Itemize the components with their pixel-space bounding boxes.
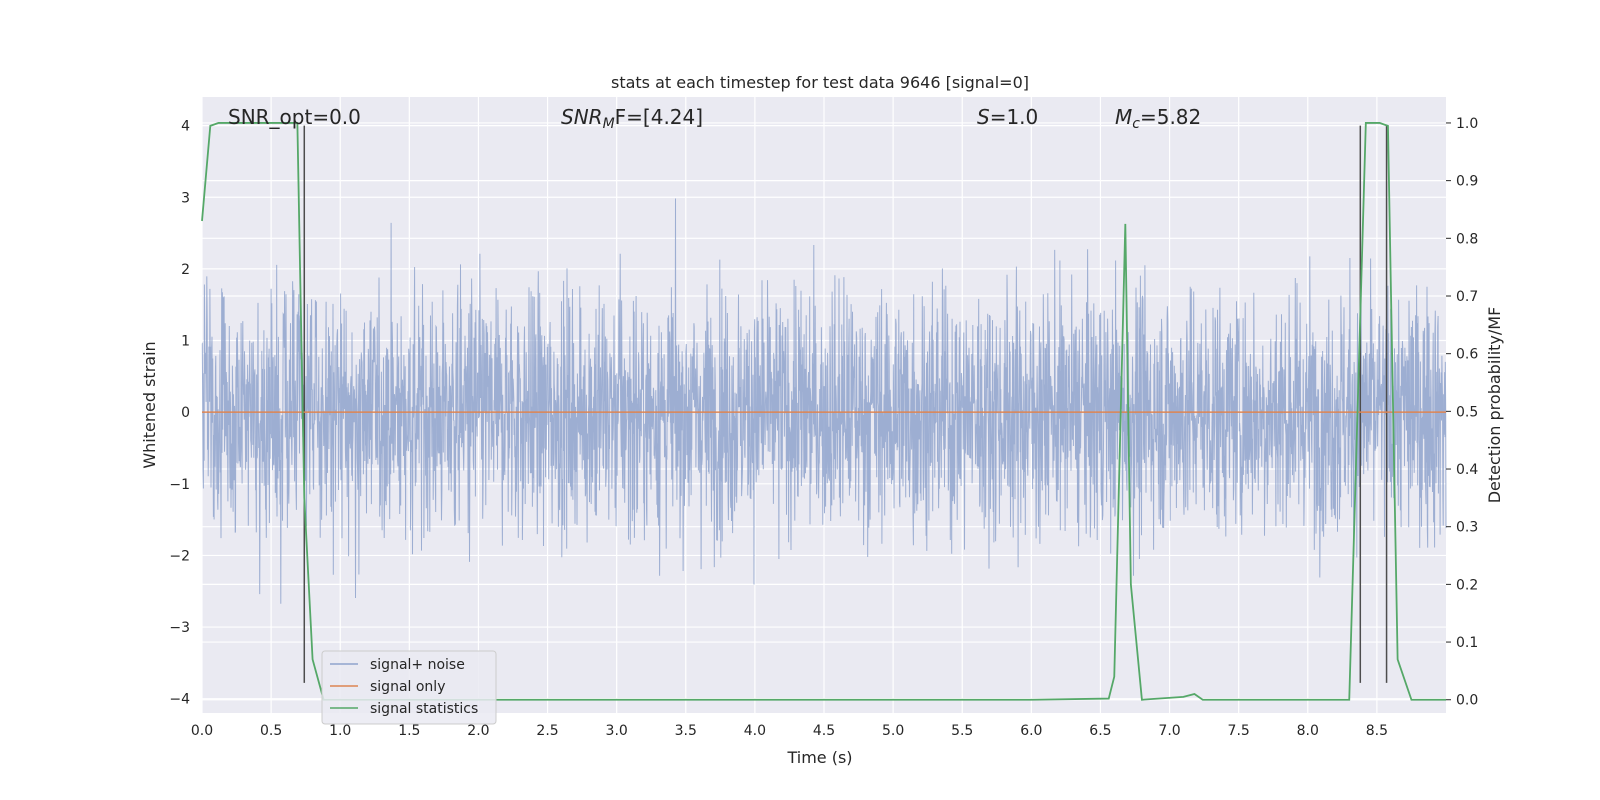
x-tick-label: 7.5 bbox=[1228, 723, 1250, 739]
y2-axis-label: Detection probability/MF bbox=[1485, 307, 1504, 504]
series-line-signal-noise bbox=[201, 198, 1447, 604]
x-tick-label: 5.5 bbox=[951, 723, 973, 739]
x-tick-label: 4.5 bbox=[813, 723, 835, 739]
mc-subscript: c bbox=[1132, 116, 1140, 132]
x-tick-label: 2.0 bbox=[467, 723, 489, 739]
series-signal-statistics bbox=[201, 122, 1446, 701]
y2-tick-label: 0.3 bbox=[1456, 520, 1478, 536]
legend: signal+ noise signal only signal statist… bbox=[321, 650, 497, 725]
y2-tick-label: 0.9 bbox=[1456, 174, 1478, 190]
y2-tick-label: 1.0 bbox=[1456, 116, 1478, 132]
y2-tick-label: 0.2 bbox=[1456, 577, 1478, 593]
legend-label-signal-noise: signal+ noise bbox=[370, 657, 465, 673]
annotation-snr-mf: SNRMF=[4.24] bbox=[561, 105, 703, 132]
legend-box bbox=[321, 650, 497, 725]
x-tick-label: 1.5 bbox=[398, 723, 420, 739]
snr-mf-symbol: SNR bbox=[561, 105, 603, 129]
series-signal-noise bbox=[201, 198, 1447, 604]
s-symbol: S bbox=[977, 105, 990, 129]
annotation-snr-opt: SNR_opt=0.0 bbox=[228, 105, 361, 129]
y2-tick-label: 0.8 bbox=[1456, 231, 1478, 247]
x-axis-label: Time (s) bbox=[786, 748, 852, 767]
y-axis-label: Whitened strain bbox=[140, 341, 159, 468]
y2-tick-label: 0.0 bbox=[1456, 693, 1478, 709]
x-tick-label: 0.0 bbox=[191, 723, 213, 739]
y-tick-label: 0 bbox=[181, 405, 190, 421]
y-tick-label: 1 bbox=[181, 334, 190, 350]
x-tick-label: 6.5 bbox=[1089, 723, 1111, 739]
mc-symbol: M bbox=[1115, 105, 1132, 129]
chart-title: stats at each timestep for test data 964… bbox=[611, 73, 1029, 92]
mc-value: =5.82 bbox=[1140, 105, 1201, 129]
y2-tick-label: 0.1 bbox=[1456, 635, 1478, 651]
y-tick-label: 4 bbox=[181, 119, 190, 135]
s-value: =1.0 bbox=[990, 105, 1039, 129]
y2-axis-ticks: 0.0 0.1 0.2 0.3 0.4 0.5 0.6 0.7 0.8 0.9 1.0 bbox=[1446, 116, 1478, 709]
y-tick-label: −4 bbox=[169, 692, 190, 708]
y2-tick-label: 0.4 bbox=[1456, 462, 1478, 478]
annotation-mc: Mc=5.82 bbox=[1115, 105, 1201, 132]
x-tick-label: 6.0 bbox=[1020, 723, 1042, 739]
y-tick-label: −3 bbox=[169, 620, 190, 636]
snr-mf-subscript: M bbox=[603, 116, 615, 132]
series-line-signal-statistics bbox=[201, 122, 1446, 701]
y-tick-label: −2 bbox=[169, 548, 190, 564]
x-tick-label: 4.0 bbox=[744, 723, 766, 739]
y-tick-label: −1 bbox=[169, 477, 190, 493]
x-tick-label: 5.0 bbox=[882, 723, 904, 739]
annotation-s: S=1.0 bbox=[977, 105, 1038, 129]
y-axis-ticks: −4 −3 −2 −1 0 1 2 3 4 bbox=[169, 119, 190, 708]
x-axis-ticks: 0.0 0.5 1.0 1.5 2.0 2.5 3.0 3.5 4.0 4.5 5.0 5.5 6.0 6… bbox=[191, 723, 1388, 739]
y2-tick-label: 0.7 bbox=[1456, 289, 1478, 305]
x-tick-label: 1.0 bbox=[329, 723, 351, 739]
detection-markers bbox=[303, 125, 1388, 683]
x-tick-label: 7.0 bbox=[1158, 723, 1180, 739]
snr-mf-value: F=[4.24] bbox=[615, 105, 703, 129]
y2-tick-label: 0.6 bbox=[1456, 347, 1478, 363]
legend-label-signal-only: signal only bbox=[370, 679, 445, 695]
y2-tick-label: 0.5 bbox=[1456, 404, 1478, 420]
x-tick-label: 3.5 bbox=[675, 723, 697, 739]
x-tick-label: 8.0 bbox=[1297, 723, 1319, 739]
y-tick-label: 2 bbox=[181, 262, 190, 278]
x-tick-label: 2.5 bbox=[536, 723, 558, 739]
legend-label-signal-statistics: signal statistics bbox=[370, 701, 478, 717]
x-tick-label: 8.5 bbox=[1366, 723, 1388, 739]
x-tick-label: 3.0 bbox=[606, 723, 628, 739]
y-tick-label: 3 bbox=[181, 190, 190, 206]
x-tick-label: 0.5 bbox=[260, 723, 282, 739]
